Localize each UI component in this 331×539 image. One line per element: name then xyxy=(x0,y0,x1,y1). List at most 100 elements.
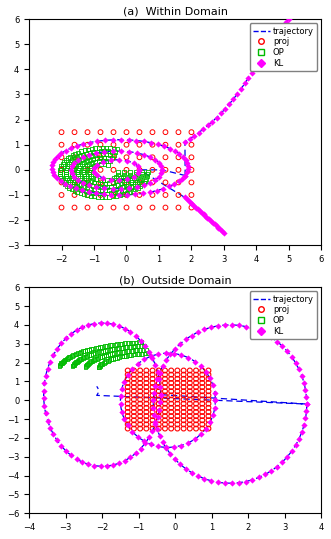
Point xyxy=(127,168,133,177)
Point xyxy=(86,345,92,354)
Point xyxy=(110,147,115,155)
Point xyxy=(88,184,93,193)
Point xyxy=(192,357,198,366)
Point xyxy=(99,192,104,201)
Point xyxy=(181,412,186,420)
Point xyxy=(129,350,134,359)
Point xyxy=(274,462,280,471)
Point xyxy=(168,383,174,391)
Point xyxy=(182,171,188,180)
Point xyxy=(45,417,50,425)
Point xyxy=(93,344,98,353)
Point xyxy=(182,138,188,147)
Point xyxy=(62,179,68,188)
Point xyxy=(68,353,73,361)
Point xyxy=(144,375,149,383)
Point xyxy=(144,370,149,379)
Point xyxy=(213,396,218,405)
Point xyxy=(125,421,130,430)
Point xyxy=(94,149,99,157)
Point xyxy=(180,153,185,161)
Point xyxy=(206,404,211,412)
Point xyxy=(63,156,69,164)
Point xyxy=(84,162,89,170)
Point xyxy=(142,349,148,358)
Point xyxy=(221,229,227,237)
Point xyxy=(144,378,149,387)
Point xyxy=(162,412,167,420)
Point xyxy=(149,139,154,147)
Point xyxy=(219,227,225,236)
Point xyxy=(82,158,87,167)
Point xyxy=(131,424,137,433)
Point xyxy=(100,157,106,166)
Point xyxy=(303,385,308,394)
Point xyxy=(192,132,197,140)
Point xyxy=(200,412,205,420)
Point xyxy=(188,198,193,207)
Point xyxy=(87,170,92,178)
Point xyxy=(57,361,63,369)
Point xyxy=(187,378,192,387)
Point xyxy=(153,176,158,184)
Point xyxy=(42,402,47,410)
Point xyxy=(168,366,174,375)
Point xyxy=(117,348,122,357)
Point xyxy=(130,342,135,351)
Point xyxy=(200,378,205,387)
Point xyxy=(124,189,129,198)
Point xyxy=(91,356,96,364)
Point xyxy=(69,179,74,188)
Point xyxy=(151,403,156,412)
Point xyxy=(119,407,124,416)
Point xyxy=(189,203,194,212)
Point xyxy=(69,185,74,194)
Point xyxy=(72,176,77,184)
Point xyxy=(51,351,56,360)
Point xyxy=(125,366,130,375)
Point xyxy=(126,184,132,192)
Point xyxy=(86,460,91,468)
Point xyxy=(193,420,199,429)
Point xyxy=(112,340,117,349)
Point xyxy=(160,165,165,174)
Point xyxy=(109,345,115,354)
Point xyxy=(135,360,140,368)
Point xyxy=(101,358,106,367)
Point xyxy=(78,189,83,197)
Point xyxy=(193,391,199,400)
Point xyxy=(125,184,130,193)
Point xyxy=(125,383,130,391)
Point xyxy=(186,354,191,362)
Point xyxy=(116,168,121,177)
Point xyxy=(163,178,168,186)
Point xyxy=(144,395,149,404)
Point xyxy=(58,165,63,174)
Point xyxy=(85,145,91,154)
Point xyxy=(111,178,116,186)
Point xyxy=(192,435,198,444)
Point xyxy=(175,375,180,383)
Point xyxy=(99,353,105,361)
Point xyxy=(218,109,224,118)
Point xyxy=(81,165,86,174)
Point xyxy=(91,344,96,353)
Point xyxy=(216,223,221,232)
Point xyxy=(79,354,84,363)
Point xyxy=(98,154,103,162)
Point xyxy=(132,172,138,181)
Point xyxy=(178,340,183,348)
Point xyxy=(98,319,103,327)
Point xyxy=(180,174,185,183)
Point xyxy=(81,347,86,356)
Point xyxy=(105,189,110,198)
Point xyxy=(168,391,174,400)
Point xyxy=(195,472,201,480)
Point xyxy=(55,436,60,445)
Point xyxy=(124,141,129,149)
Point xyxy=(193,375,199,383)
Point xyxy=(163,191,168,199)
Point xyxy=(162,391,167,400)
Point xyxy=(105,356,111,365)
Point xyxy=(185,158,190,167)
